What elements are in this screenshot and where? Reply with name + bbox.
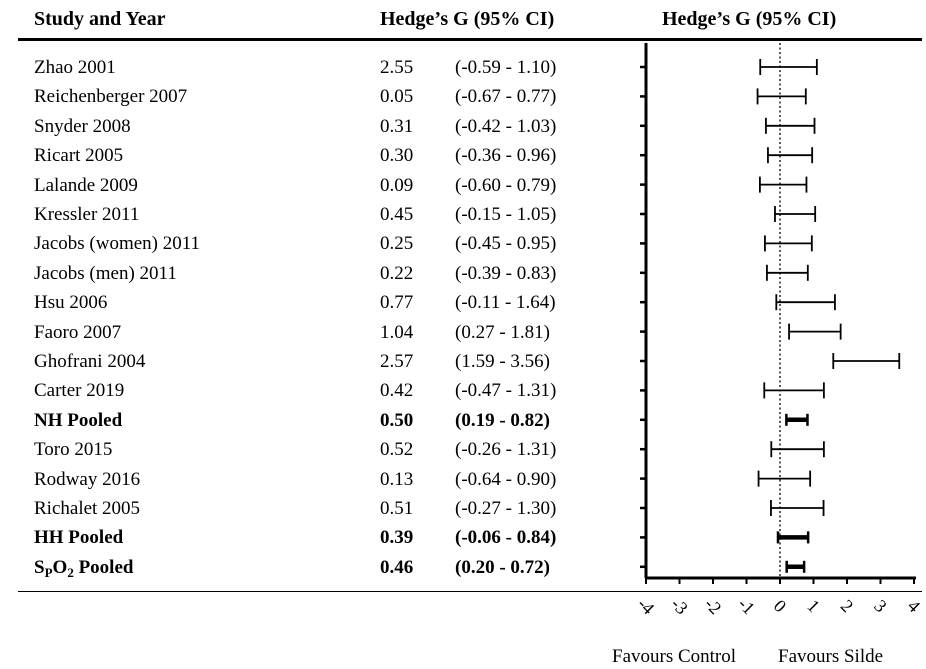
effect-size-value: 0.52 [380,439,414,461]
x-tick-label: 3 [870,596,891,617]
study-name: HH Pooled [34,527,124,549]
study-row: Ghofrani 2004 2.57 (1.59 - 3.56) [0,347,640,376]
confidence-interval: (-0.27 - 1.30) [455,498,557,519]
study-name: Hsu 2006 [34,292,108,314]
study-row: Jacobs (men) 2011 0.22 (-0.39 - 0.83) [0,259,640,288]
effect-size-value: 0.50 [380,409,414,431]
x-tick-label: -1 [734,594,759,619]
effect-size-value: 0.30 [380,145,414,167]
effect-size-value: 0.45 [380,204,414,225]
x-tick-label: 4 [904,596,925,617]
confidence-interval: (0.19 - 0.82) [455,409,550,431]
confidence-interval: (-0.45 - 0.95) [455,233,557,255]
effect-size-value: 0.31 [380,115,414,137]
favours-treatment-label: Favours Silde [778,646,884,667]
confidence-interval: (-0.15 - 1.05) [455,204,557,225]
effect-size-value: 2.57 [380,351,414,372]
confidence-interval: (-0.36 - 0.96) [455,145,557,167]
confidence-interval: (-0.11 - 1.64) [455,292,556,314]
effect-size-column-header: Hedge’s G (95% CI) [380,8,555,30]
study-row: Jacobs (women) 2011 0.25 (-0.45 - 0.95) [0,229,640,258]
study-name: Jacobs (women) 2011 [34,233,201,255]
pooled-row: SPO2 Pooled 0.46 (0.20 - 0.72) [0,553,640,582]
effect-size-value: 0.22 [380,262,414,284]
effect-size-value: 0.46 [380,556,414,578]
effect-size-value: 0.25 [380,233,414,255]
study-name: SPO2 Pooled [34,556,134,580]
header-rule [18,38,922,41]
effect-size-value: 1.04 [380,321,414,343]
confidence-interval: (-0.67 - 0.77) [455,86,557,108]
x-tick-label: 0 [770,596,791,617]
confidence-interval: (-0.42 - 1.03) [455,115,557,137]
study-row: Toro 2015 0.52 (-0.26 - 1.31) [0,435,640,464]
study-name: NH Pooled [34,409,123,431]
x-tick-label: 1 [803,596,824,617]
study-name: Reichenberger 2007 [34,86,188,108]
confidence-interval: (0.27 - 1.81) [455,321,550,343]
pooled-row: HH Pooled 0.39 (-0.06 - 0.84) [0,523,640,552]
confidence-interval: (-0.64 - 0.90) [455,468,557,490]
study-name: Carter 2019 [34,380,125,402]
study-name: Richalet 2005 [34,498,141,519]
study-name: Ricart 2005 [34,145,124,167]
effect-size-value: 2.55 [380,57,414,78]
confidence-interval: (-0.60 - 0.79) [455,174,557,196]
x-tick-label: -2 [701,594,726,619]
confidence-interval: (-0.59 - 1.10) [455,57,557,78]
effect-size-value: 0.05 [380,86,414,108]
x-tick-label: -3 [667,594,692,619]
study-name: Jacobs (men) 2011 [34,262,177,284]
study-name: Zhao 2001 [34,57,116,78]
confidence-interval: (-0.39 - 0.83) [455,262,557,284]
study-name: Lalande 2009 [34,174,138,196]
pooled-row: NH Pooled 0.50 (0.19 - 0.82) [0,406,640,435]
confidence-interval: (-0.06 - 0.84) [455,527,557,549]
effect-size-value: 0.13 [380,468,414,490]
x-tick-label: -4 [634,594,659,619]
study-row: Lalande 2009 0.09 (-0.60 - 0.79) [0,171,640,200]
effect-size-value: 0.09 [380,174,414,196]
study-name: Rodway 2016 [34,468,141,490]
study-row: Faoro 2007 1.04 (0.27 - 1.81) [0,318,640,347]
study-row: Reichenberger 2007 0.05 (-0.67 - 0.77) [0,82,640,111]
x-tick-label: 2 [837,596,858,617]
study-name: Kressler 2011 [34,204,140,225]
confidence-interval: (0.20 - 0.72) [455,556,550,578]
study-name: Faoro 2007 [34,321,122,343]
study-row: Rodway 2016 0.13 (-0.64 - 0.90) [0,465,640,494]
study-name: Snyder 2008 [34,115,131,137]
plot-column-header: Hedge’s G (95% CI) [662,8,837,30]
study-row: Kressler 2011 0.45 (-0.15 - 1.05) [0,200,640,229]
effect-size-value: 0.51 [380,498,414,519]
study-row: Carter 2019 0.42 (-0.47 - 1.31) [0,376,640,405]
confidence-interval: (1.59 - 3.56) [455,351,550,372]
favours-control-label: Favours Control [612,646,737,667]
study-row: Zhao 2001 2.55 (-0.59 - 1.10) [0,53,640,82]
study-row: Ricart 2005 0.30 (-0.36 - 0.96) [0,141,640,170]
study-row: Snyder 2008 0.31 (-0.42 - 1.03) [0,112,640,141]
study-name: Ghofrani 2004 [34,351,146,372]
confidence-interval: (-0.47 - 1.31) [455,380,557,402]
effect-size-value: 0.39 [380,527,414,549]
study-column-header: Study and Year [34,8,166,30]
study-name: Toro 2015 [34,439,113,461]
footer-rule [18,591,922,592]
effect-size-value: 0.77 [380,292,414,314]
effect-size-value: 0.42 [380,380,414,402]
study-row: Hsu 2006 0.77 (-0.11 - 1.64) [0,288,640,317]
study-row: Richalet 2005 0.51 (-0.27 - 1.30) [0,494,640,523]
confidence-interval: (-0.26 - 1.31) [455,439,557,461]
